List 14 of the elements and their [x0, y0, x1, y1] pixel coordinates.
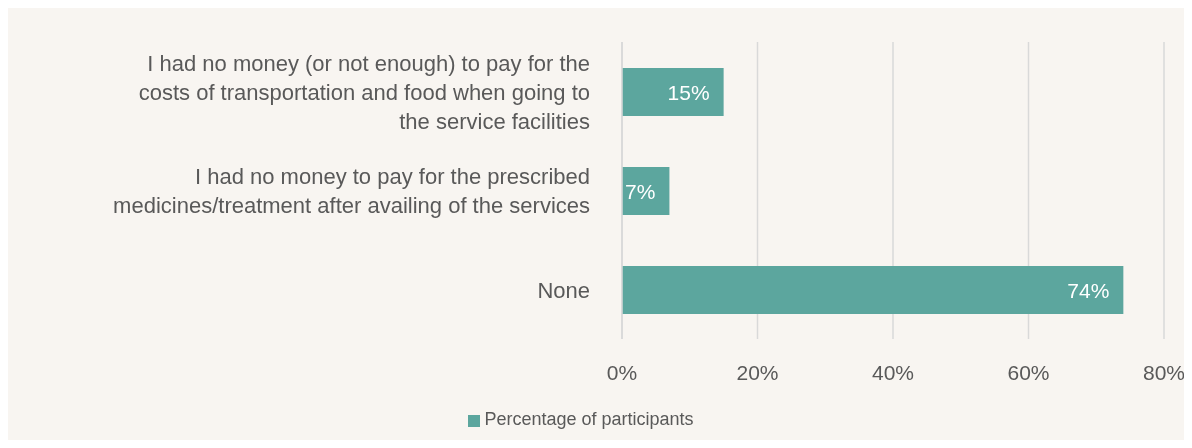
x-tick-label: 80%	[1142, 360, 1186, 384]
y-tick-label: I had no money (or not enough) to pay for the costs of transportation and food when going to the service facilities	[138, 50, 590, 133]
x-tick-label: 20%	[736, 360, 779, 384]
data-label: 74%	[1067, 278, 1110, 302]
x-tick-label: 60%	[1007, 360, 1050, 384]
legend-label: Percentage of participants	[484, 409, 694, 429]
x-tick-label: 0%	[606, 360, 638, 384]
bar	[622, 266, 1124, 314]
x-tick-label: 40%	[871, 360, 915, 384]
bar	[622, 68, 724, 116]
data-label: 7%	[625, 179, 656, 203]
data-label: 15%	[667, 80, 710, 104]
y-tick-label: I had no money to pay for the prescribed medicines/treatment after availing of the services	[113, 163, 590, 218]
y-tick-label: None	[537, 277, 590, 302]
